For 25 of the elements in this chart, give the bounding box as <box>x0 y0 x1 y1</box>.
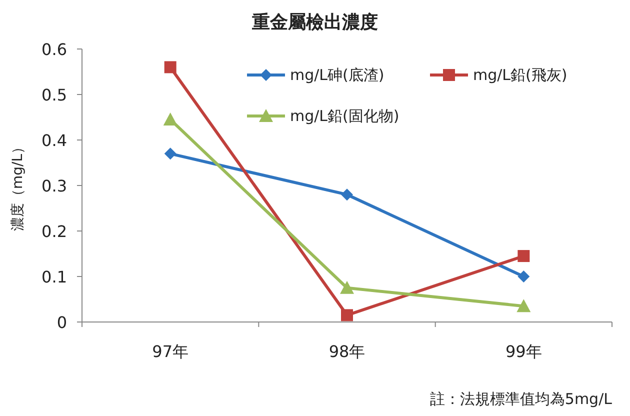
x-tick-label: 99年 <box>505 342 542 361</box>
point <box>341 309 353 322</box>
legend-label: mg/L鉛(固化物) <box>290 107 400 125</box>
point <box>516 299 531 312</box>
point <box>518 270 530 282</box>
y-tick-label: 0.2 <box>42 222 67 241</box>
y-tick-label: 0.1 <box>42 268 67 286</box>
y-tick-label: 0.5 <box>42 86 67 104</box>
text: 註：法規標準值均為5mg/L <box>430 390 613 408</box>
x-tick-label: 98年 <box>328 342 366 361</box>
y-axis-title: 濃度（mg/L） <box>10 140 26 232</box>
point <box>341 188 353 201</box>
point <box>164 148 176 160</box>
legend-label: mg/L鉛(飛灰) <box>473 66 568 84</box>
point <box>164 61 176 74</box>
point <box>340 280 354 294</box>
x-tick-label: 97年 <box>152 342 189 361</box>
y-tick-label: 0.3 <box>42 176 67 196</box>
y-tick-label: 0 <box>56 313 67 332</box>
point <box>163 112 178 126</box>
y-tick-label: 0.4 <box>42 131 67 150</box>
point <box>518 250 530 262</box>
legend-label: mg/L砷(底渣) <box>290 66 384 84</box>
chart-title: 重金屬檢出濃度 <box>251 12 378 33</box>
y-tick-label: 0.6 <box>42 40 67 59</box>
